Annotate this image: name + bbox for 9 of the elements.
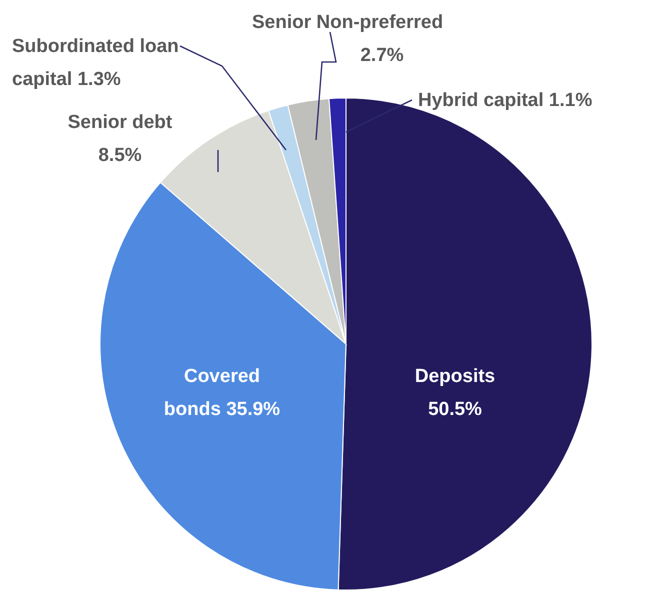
slice-label: Hybrid capital 1.1%	[418, 90, 592, 111]
data-label: 2.7%	[360, 45, 404, 66]
slice-label: Subordinated loan capital 1.3%	[12, 36, 179, 90]
slice-label: Senior debt	[68, 112, 173, 133]
data-label: 8.5%	[98, 145, 142, 166]
data-label: 50.5%	[428, 399, 482, 420]
slice-label: Senior Non-preferred	[252, 12, 444, 33]
slice-label: Covered bonds 35.9%	[164, 366, 280, 420]
slice-label: Deposits	[414, 366, 496, 387]
